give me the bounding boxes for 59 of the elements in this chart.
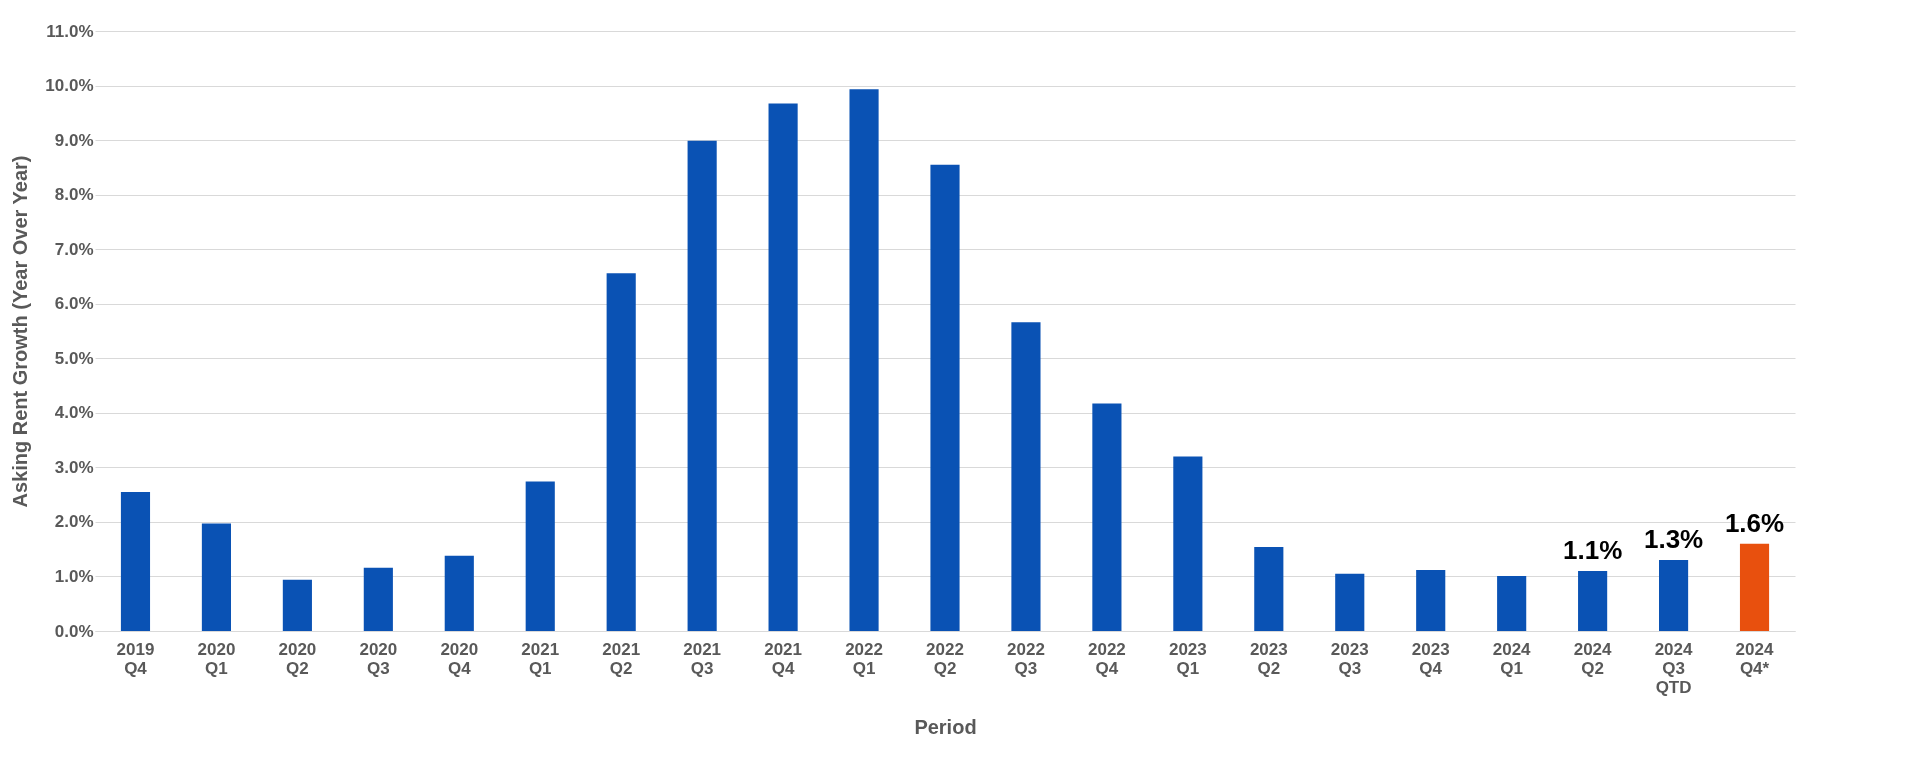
x-tick-label: 2020 Q2 — [278, 639, 317, 678]
bar — [849, 89, 879, 631]
bar — [1254, 547, 1284, 631]
y-tick-label: 4.0% — [54, 403, 94, 423]
y-tick-label: 2.0% — [54, 512, 94, 532]
bar — [1335, 573, 1365, 631]
x-axis-title: Period — [914, 715, 977, 738]
y-tick-label: 7.0% — [54, 239, 94, 259]
bar — [768, 103, 798, 631]
bar — [1092, 403, 1122, 631]
y-tick-label: 10.0% — [45, 76, 94, 96]
x-tick-label: 2022 Q1 — [845, 639, 883, 678]
x-tick-label: 2024 Q3 QTD — [1654, 639, 1694, 697]
x-tick-label: 2021 Q2 — [602, 639, 641, 678]
data-label: 1.3% — [1643, 524, 1704, 555]
x-tick-label: 2023 Q4 — [1411, 639, 1450, 678]
x-tick-label: 2024 Q1 — [1492, 639, 1532, 678]
x-tick-label: 2023 Q2 — [1249, 639, 1288, 678]
y-tick-label: 9.0% — [54, 130, 94, 150]
bar — [120, 491, 151, 631]
x-tick-label: 2023 Q1 — [1168, 639, 1207, 678]
y-tick-label: 0.0% — [54, 621, 94, 641]
data-label: 1.6% — [1724, 507, 1785, 538]
x-tick-label: 2020 Q4 — [440, 639, 479, 678]
data-label: 1.1% — [1562, 535, 1623, 565]
bar — [687, 140, 717, 631]
x-tick-label: 2022 Q4 — [1087, 639, 1126, 678]
bar — [930, 164, 960, 631]
x-tick-label: 2023 Q3 — [1330, 639, 1369, 678]
x-tick-label: 2019 Q4 — [116, 639, 155, 678]
x-tick-label: 2022 Q3 — [1007, 639, 1045, 678]
bar — [1659, 560, 1689, 631]
bar — [1578, 571, 1608, 631]
x-tick-label: 2024 Q4* — [1735, 639, 1774, 678]
y-tick-label: 6.0% — [54, 294, 94, 314]
x-tick-label: 2020 Q3 — [359, 639, 398, 678]
bar — [444, 555, 474, 631]
bar — [1011, 322, 1041, 631]
y-tick-label: 11.0% — [46, 21, 94, 41]
x-tick-label: 2024 Q2 — [1573, 639, 1613, 678]
y-tick-label: 5.0% — [54, 348, 94, 368]
bar — [282, 579, 312, 631]
bar — [1739, 543, 1770, 631]
y-tick-label: 1.0% — [54, 566, 94, 586]
bar — [1416, 569, 1446, 631]
x-tick-label: 2021 Q1 — [521, 639, 560, 678]
x-tick-label: 2021 Q3 — [683, 639, 722, 678]
bar — [606, 273, 636, 631]
bar — [363, 567, 393, 631]
bar — [525, 481, 555, 631]
bar — [201, 523, 231, 631]
y-axis-title: Asking Rent Growth (Year Over Year) — [9, 155, 32, 508]
x-tick-label: 2021 Q4 — [764, 639, 803, 678]
bar — [1497, 575, 1527, 631]
y-tick-label: 3.0% — [54, 457, 94, 477]
x-tick-label: 2022 Q2 — [926, 639, 964, 678]
y-tick-label: 8.0% — [54, 185, 94, 205]
bar — [1173, 456, 1203, 631]
x-tick-label: 2020 Q1 — [197, 639, 236, 678]
